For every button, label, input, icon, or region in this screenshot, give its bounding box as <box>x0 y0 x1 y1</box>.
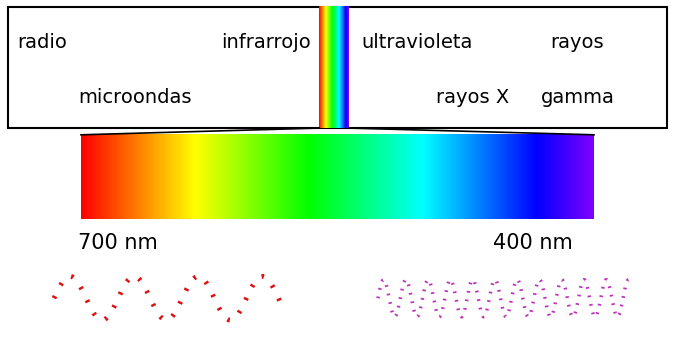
Text: rayos X: rayos X <box>436 88 509 107</box>
Text: gamma: gamma <box>541 88 614 107</box>
Text: rayos: rayos <box>551 33 604 52</box>
Text: 700 nm: 700 nm <box>78 233 158 252</box>
Bar <box>8 7 667 128</box>
Text: infrarrojo: infrarrojo <box>221 33 310 52</box>
Text: ultravioleta: ultravioleta <box>361 33 472 52</box>
Text: 400 nm: 400 nm <box>493 233 573 252</box>
Text: radio: radio <box>17 33 67 52</box>
Text: microondas: microondas <box>78 88 192 107</box>
